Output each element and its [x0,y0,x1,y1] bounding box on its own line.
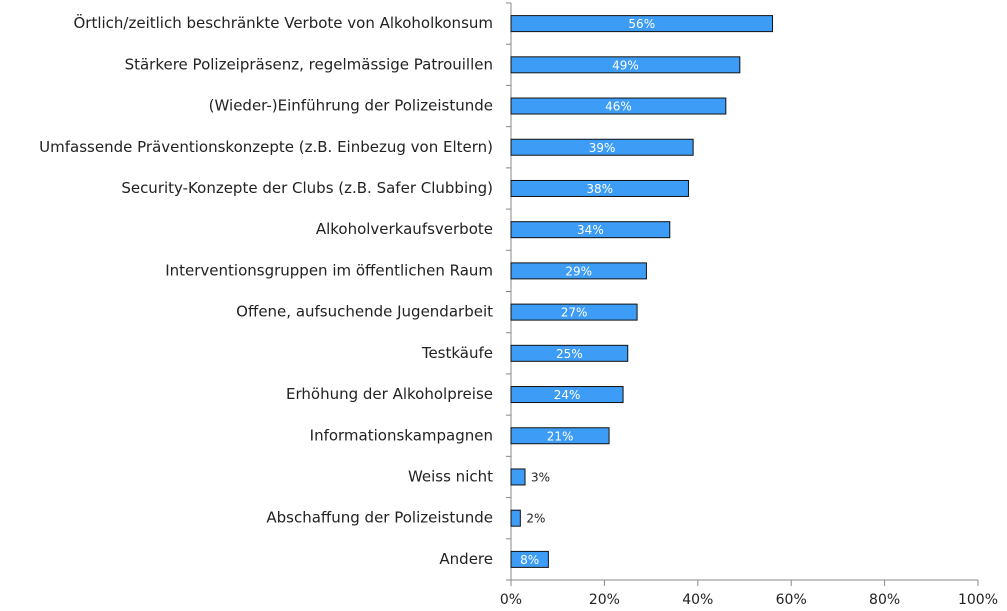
bar [510,468,526,486]
value-label: 49% [612,58,639,72]
category-label: Stärkere Polizeipräsenz, regelmässige Pa… [125,55,493,73]
value-label: 25% [556,347,583,361]
bar [510,550,549,568]
category-label: Umfassende Präventionskonzepte (z.B. Ein… [39,138,493,156]
value-label: 27% [561,306,588,320]
x-tick-label: 100% [958,592,998,608]
category-label: Security-Konzepte der Clubs (z.B. Safer … [121,179,493,197]
value-label: 38% [586,182,613,196]
category-label: Weiss nicht [408,467,493,485]
value-label: 56% [628,17,655,31]
bar [510,56,741,74]
category-label: Interventionsgruppen im öffentlichen Rau… [165,261,493,279]
x-tick-label: 20% [589,592,620,608]
bar [510,303,638,321]
bar [510,221,671,239]
value-label: 2% [526,512,545,526]
category-label: Erhöhung der Alkoholpreise [286,385,493,403]
category-label: Testkäufe [421,344,493,362]
category-label: Andere [439,550,493,568]
value-label: 21% [547,429,574,443]
category-label: Alkoholverkaufsverbote [316,220,493,238]
value-label: 34% [577,223,604,237]
bar [510,427,610,445]
value-label: 8% [520,553,539,567]
value-label: 39% [589,141,616,155]
category-label: Offene, aufsuchende Jugendarbeit [236,303,493,321]
category-label: Informationskampagnen [310,426,493,444]
bar [510,262,647,280]
bar [510,15,774,33]
bar [510,138,694,156]
category-label: Örtlich/zeitlich beschränkte Verbote von… [73,13,493,32]
bar [510,179,689,197]
x-tick-label: 40% [682,592,713,608]
category-label: (Wieder-)Einführung der Polizeistunde [209,97,493,115]
value-label: 24% [554,388,581,402]
bar [510,97,727,115]
category-label: Abschaffung der Polizeistunde [266,509,493,527]
x-tick-label: 80% [869,592,900,608]
bar [510,344,629,362]
value-label: 3% [531,470,550,484]
value-label: 29% [565,264,592,278]
value-label: 46% [605,100,632,114]
bar [510,386,624,404]
bar [510,509,521,527]
x-tick-label: 0% [500,592,522,608]
x-tick-label: 60% [776,592,807,608]
